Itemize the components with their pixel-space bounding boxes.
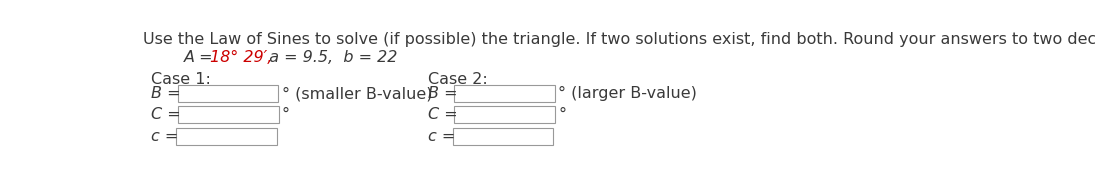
Text: A =: A = bbox=[183, 50, 218, 65]
Text: Use the Law of Sines to solve (if possible) the triangle. If two solutions exist: Use the Law of Sines to solve (if possib… bbox=[143, 32, 1095, 46]
Text: C =: C = bbox=[427, 107, 462, 122]
Text: °: ° bbox=[558, 107, 566, 122]
Text: Case 1:: Case 1: bbox=[151, 72, 210, 87]
Text: °: ° bbox=[281, 107, 289, 122]
Text: c =: c = bbox=[151, 129, 183, 144]
Text: B =: B = bbox=[427, 86, 462, 101]
Text: C =: C = bbox=[151, 107, 185, 122]
Bar bbox=[176, 128, 277, 145]
Text: ° (smaller B-value): ° (smaller B-value) bbox=[281, 86, 433, 101]
Bar bbox=[177, 85, 278, 102]
Text: Case 2:: Case 2: bbox=[427, 72, 487, 87]
Text: ° (larger B-value): ° (larger B-value) bbox=[558, 86, 698, 101]
Text: 18° 29′,: 18° 29′, bbox=[210, 50, 273, 65]
Bar bbox=[452, 128, 553, 145]
Bar bbox=[454, 85, 555, 102]
Text: a = 9.5,  b = 22: a = 9.5, b = 22 bbox=[258, 50, 396, 65]
Text: c =: c = bbox=[427, 129, 460, 144]
Bar bbox=[454, 106, 555, 123]
Bar bbox=[177, 106, 278, 123]
Text: B =: B = bbox=[151, 86, 185, 101]
